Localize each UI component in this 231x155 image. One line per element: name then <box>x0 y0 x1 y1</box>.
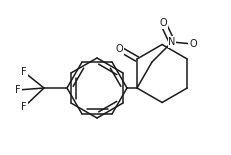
Text: O: O <box>189 39 197 49</box>
Text: F: F <box>15 85 21 95</box>
Text: O: O <box>159 18 167 28</box>
Text: O: O <box>116 44 124 54</box>
Text: N: N <box>168 37 176 47</box>
Text: F: F <box>21 102 27 112</box>
Text: F: F <box>21 67 27 77</box>
